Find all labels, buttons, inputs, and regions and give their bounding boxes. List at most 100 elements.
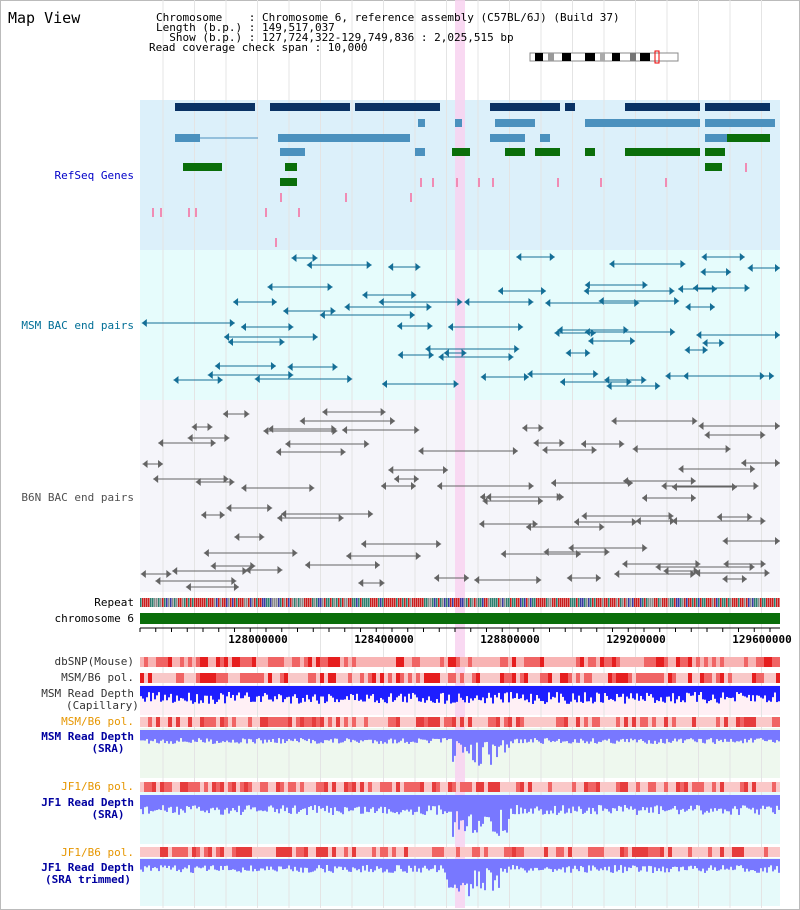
msm-bac-pair-end <box>344 303 350 311</box>
msm-bac-pair-end <box>606 382 612 390</box>
jf1-pol2-cell <box>608 847 612 857</box>
track-label-refseq[interactable]: RefSeq Genes <box>54 169 134 182</box>
repeat-mark <box>762 598 764 607</box>
jf1-pol2-cell <box>196 847 200 857</box>
jf1-pol2-cell <box>164 847 168 857</box>
jf1-trim-depth-bar <box>696 859 698 869</box>
gene-feature <box>183 163 222 171</box>
jf1-trim-depth-bar <box>248 859 250 871</box>
b6n-bac-pair-end <box>671 483 677 491</box>
jf1-sra-depth-bar <box>308 795 310 808</box>
repeat-mark <box>144 598 146 607</box>
repeat-mark <box>454 598 456 607</box>
jf1-sra-depth-bar <box>558 795 560 813</box>
jf1-sra-depth-bar <box>248 795 250 806</box>
jf1-trim-depth-bar <box>558 859 560 869</box>
repeat-mark <box>362 598 364 607</box>
capillary-depth-bar <box>262 686 264 697</box>
msm-sra-depth-bar <box>660 730 662 739</box>
repeat-mark <box>246 598 248 607</box>
msm-sra-pol-cell <box>744 717 748 727</box>
dbsnp-cell <box>196 657 200 667</box>
repeat-mark <box>606 598 608 607</box>
msm-sra-depth-bar <box>568 730 570 744</box>
msm-pol-cell <box>428 673 432 683</box>
jf1-trim-depth-bar <box>234 859 236 870</box>
capillary-depth-bar <box>692 686 694 696</box>
jf1-trim-depth-bar <box>160 859 162 866</box>
chromosome-bar <box>140 613 780 624</box>
capillary-depth-bar <box>772 686 774 698</box>
b6n-bac-pair-end <box>226 504 232 512</box>
msm-bac-pair-end <box>448 323 454 331</box>
jf1-trim-depth-bar <box>292 859 294 872</box>
msm-sra-depth-bar <box>462 730 464 753</box>
msm-pol-cell <box>352 673 356 683</box>
track-label-msm-bac[interactable]: MSM BAC end pairs <box>21 319 134 332</box>
jf1-pol-cell <box>228 782 232 792</box>
jf1-sra-depth-bar <box>298 795 300 812</box>
capillary-depth-bar <box>584 686 586 693</box>
msm-sra-depth-bar <box>166 730 168 742</box>
capillary-depth-bar <box>744 686 746 697</box>
jf1-pol-cell <box>536 782 540 792</box>
msm-sra-depth-bar <box>720 730 722 740</box>
msm-pol-cell <box>448 673 452 683</box>
jf1-trim-depth-bar <box>308 859 310 873</box>
jf1-trim-depth-bar <box>744 859 746 872</box>
msm-sra-depth-bar <box>222 730 224 742</box>
jf1-trim-depth-bar <box>254 859 256 869</box>
b6n-bac-pair-end <box>259 533 265 541</box>
jf1-sra-depth-bar <box>380 795 382 807</box>
jf1-trim-depth-bar <box>274 859 276 871</box>
jf1-trim-depth-bar <box>290 859 292 870</box>
repeat-mark <box>186 598 188 607</box>
jf1-pol-cell <box>280 782 284 792</box>
jf1-trim-depth-bar <box>572 859 574 869</box>
msm-pol-cell <box>528 673 532 683</box>
capillary-depth-bar <box>774 686 776 693</box>
jf1-pol2-cell <box>652 847 656 857</box>
repeat-mark <box>594 598 596 607</box>
dbsnp-cell <box>280 657 284 667</box>
msm-sra-depth-bar <box>246 730 248 744</box>
msm-sra-depth-bar <box>354 730 356 741</box>
capillary-depth-bar <box>476 686 478 696</box>
b6n-bac-pair-end <box>741 575 747 583</box>
jf1-pol2-cell <box>276 847 280 857</box>
msm-sra-depth-bar <box>148 730 150 744</box>
msm-pol-cell <box>172 673 176 683</box>
msm-sra-pol-cell <box>228 717 232 727</box>
capillary-depth-bar <box>214 686 216 704</box>
repeat-mark <box>618 598 620 607</box>
track-label-b6n-bac[interactable]: B6N BAC end pairs <box>21 491 134 504</box>
jf1-pol2-cell <box>348 847 352 857</box>
repeat-mark <box>228 598 230 607</box>
capillary-depth-bar <box>150 686 152 702</box>
jf1-pol-cell <box>368 782 372 792</box>
jf1-pol-cell <box>360 782 364 792</box>
msm-bac-pair-end <box>680 260 686 268</box>
msm-sra-depth-bar <box>380 730 382 742</box>
jf1-pol2-cell <box>616 847 620 857</box>
msm-sra-depth-bar <box>180 730 182 739</box>
msm-sra-pol-cell <box>580 717 584 727</box>
jf1-sra-depth-bar <box>352 795 354 811</box>
msm-pol-cell <box>140 673 144 683</box>
dbsnp-cell <box>400 657 404 667</box>
capillary-depth-bar <box>330 686 332 696</box>
repeat-mark <box>328 598 330 607</box>
jf1-sra-depth-bar <box>312 795 314 811</box>
msm-bac-pair-end <box>306 261 312 269</box>
msm-sra-depth-bar <box>650 730 652 744</box>
capillary-depth-bar <box>140 686 142 697</box>
b6n-bac-pair-end <box>741 459 747 467</box>
msm-bac-pair-end <box>287 363 293 371</box>
jf1-trim-depth-bar <box>596 859 598 870</box>
msm-bac-pair-end <box>726 268 732 276</box>
jf1-trim-depth-bar <box>692 859 694 869</box>
capillary-depth-bar <box>460 686 462 698</box>
jf1-pol-cell <box>604 782 608 792</box>
jf1-trim-depth-bar <box>742 859 744 869</box>
b6n-bac-pair-end <box>309 484 315 492</box>
